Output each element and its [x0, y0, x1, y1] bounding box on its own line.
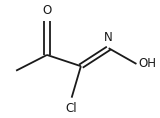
Text: O: O	[42, 4, 52, 17]
Text: N: N	[104, 31, 113, 44]
Text: OH: OH	[138, 57, 156, 70]
Text: Cl: Cl	[66, 102, 77, 115]
